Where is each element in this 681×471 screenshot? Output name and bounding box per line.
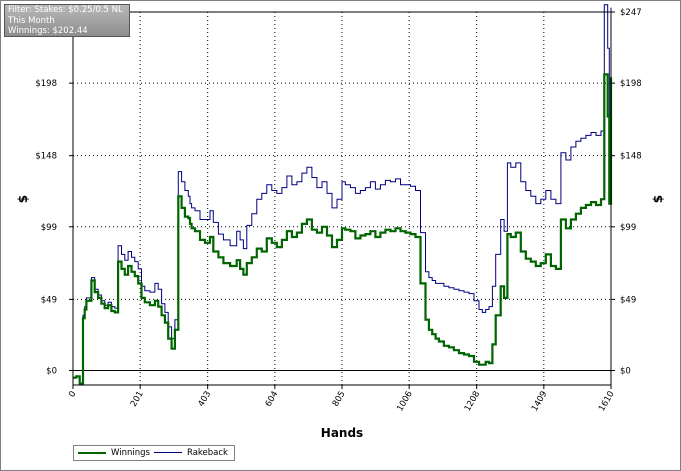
axes: $0 $49 $99 $148 $198 $0 $49 $99 $148 $198 $247 0 201… <box>35 8 641 413</box>
y-tick-label-left-2: $99 <box>41 223 57 233</box>
filter-stakes-text: Filter: Stakes: $0.25/0.5 NL <box>8 5 123 15</box>
x-tick-label-3: 604 <box>264 390 281 409</box>
y-tick-label-left-4: $198 <box>35 79 57 89</box>
y-axis-label-right: $ <box>651 195 665 203</box>
x-tick-label-5: 1006 <box>395 390 414 414</box>
winnings-swatch <box>78 452 106 454</box>
x-axis-label: Hands <box>321 426 363 440</box>
legend-label-winnings: Winnings <box>111 448 150 458</box>
series-layer <box>73 4 613 385</box>
x-tick-label-4: 805 <box>331 390 348 409</box>
y-tick-label-right-5: $247 <box>620 8 642 18</box>
filter-winnings-text: Winnings: $202.44 <box>8 26 88 36</box>
filter-period-text: This Month <box>8 15 55 26</box>
x-tick-label-6: 1208 <box>463 390 482 414</box>
legend: Winnings Rakeback <box>73 445 235 461</box>
y-tick-label-right-0: $0 <box>620 366 631 376</box>
rakeback-swatch <box>154 452 182 453</box>
y-tick-label-left-1: $49 <box>41 295 57 305</box>
y-tick-label-left-0: $0 <box>46 366 57 376</box>
series-line-winnings <box>73 73 613 385</box>
x-tick-label-8: 1610 <box>597 390 616 414</box>
x-tick-label-0: 0 <box>67 390 78 400</box>
x-tick-label-7: 1409 <box>530 390 549 414</box>
filter-info-box: Filter: Stakes: $0.25/0.5 NL This Month … <box>4 4 130 37</box>
legend-label-rakeback: Rakeback <box>187 448 228 458</box>
y-axis-label-left: $ <box>16 195 30 203</box>
series-line-rakeback <box>73 4 612 384</box>
grid <box>73 12 611 385</box>
x-tick-label-1: 201 <box>129 390 146 409</box>
y-tick-label-right-4: $198 <box>620 79 642 89</box>
y-tick-label-left-3: $148 <box>35 152 57 162</box>
y-tick-label-right-3: $148 <box>620 152 642 162</box>
y-tick-label-right-1: $49 <box>620 295 636 305</box>
x-tick-label-2: 403 <box>196 390 213 409</box>
y-tick-label-right-2: $99 <box>620 223 636 233</box>
